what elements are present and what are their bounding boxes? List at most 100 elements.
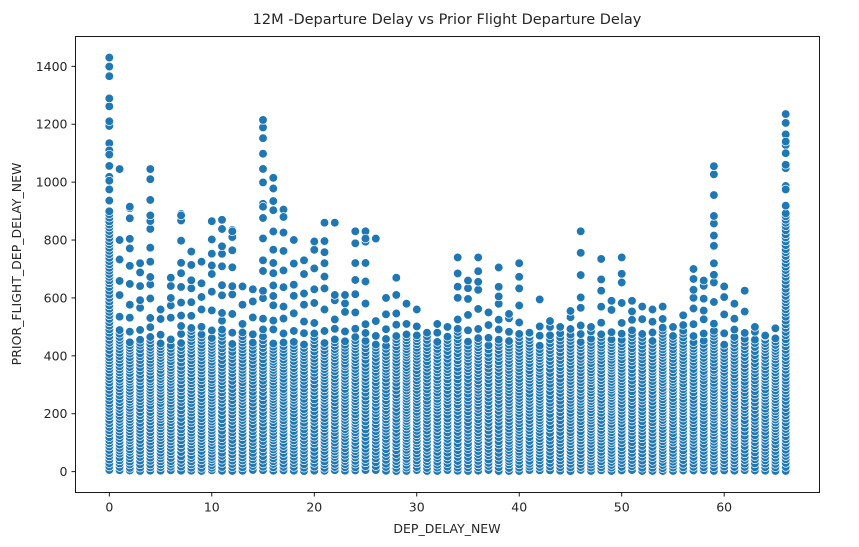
- data-point: [299, 339, 309, 350]
- data-point: [781, 109, 791, 119]
- data-point: [381, 334, 391, 344]
- data-point: [217, 280, 227, 290]
- data-point: [278, 337, 289, 348]
- data-point: [617, 298, 627, 308]
- x-tick-label: 30: [409, 500, 425, 515]
- data-point: [176, 268, 186, 278]
- data-point: [289, 326, 299, 336]
- data-point: [268, 280, 278, 291]
- data-point: [729, 314, 740, 324]
- data-point: [268, 300, 278, 310]
- data-point: [514, 283, 524, 294]
- data-point: [289, 291, 299, 301]
- data-point: [104, 61, 114, 72]
- data-point: [114, 235, 125, 245]
- data-point: [227, 226, 237, 236]
- data-point: [535, 294, 545, 305]
- data-point: [319, 271, 330, 282]
- data-point: [319, 283, 330, 294]
- data-point: [494, 335, 504, 345]
- data-point: [104, 116, 114, 126]
- data-point: [627, 296, 637, 306]
- data-point: [637, 329, 647, 339]
- data-point: [268, 258, 278, 268]
- data-point: [371, 233, 381, 244]
- data-point: [258, 149, 268, 159]
- data-point: [719, 328, 729, 338]
- data-point: [196, 329, 207, 340]
- data-point: [688, 274, 699, 284]
- data-point: [391, 308, 401, 319]
- data-point: [196, 322, 207, 332]
- data-point: [576, 226, 586, 236]
- data-point: [483, 307, 494, 318]
- data-point: [453, 293, 463, 303]
- data-point: [781, 201, 791, 211]
- data-point: [340, 336, 350, 346]
- data-point: [104, 101, 114, 111]
- data-point: [340, 307, 350, 317]
- x-axis-title: DEP_DELAY_NEW: [393, 521, 500, 536]
- data-point: [217, 290, 227, 300]
- data-point: [207, 325, 217, 336]
- data-point: [176, 258, 186, 268]
- data-point: [217, 261, 227, 271]
- data-point: [104, 176, 114, 186]
- data-point: [709, 161, 719, 171]
- data-point: [668, 331, 678, 341]
- data-point: [391, 331, 401, 341]
- data-point: [207, 260, 217, 271]
- data-point: [360, 298, 371, 309]
- data-point: [104, 71, 114, 81]
- data-point: [166, 334, 176, 345]
- data-point: [319, 304, 330, 315]
- data-point: [186, 323, 196, 333]
- data-point: [278, 246, 289, 256]
- data-point: [545, 330, 555, 340]
- data-point: [278, 313, 289, 324]
- points-layer: [104, 52, 791, 476]
- data-point: [709, 190, 719, 200]
- data-point: [135, 295, 145, 305]
- data-point: [207, 287, 217, 297]
- data-point: [340, 326, 350, 337]
- data-point: [555, 322, 565, 332]
- data-point: [340, 298, 350, 309]
- data-point: [258, 255, 268, 265]
- data-point: [627, 306, 637, 317]
- data-point: [114, 276, 125, 286]
- data-point: [258, 202, 268, 212]
- data-point: [381, 324, 391, 334]
- data-point: [350, 324, 360, 334]
- data-point: [658, 314, 668, 324]
- data-point: [186, 311, 196, 321]
- data-point: [319, 236, 330, 246]
- data-point: [617, 318, 627, 328]
- data-point: [432, 337, 442, 347]
- data-point: [217, 224, 227, 234]
- data-point: [196, 278, 207, 288]
- data-point: [596, 302, 606, 312]
- data-point: [104, 93, 114, 104]
- data-point: [217, 308, 227, 318]
- data-point: [196, 292, 207, 302]
- data-point: [627, 325, 637, 335]
- data-point: [258, 115, 268, 125]
- data-point: [319, 247, 330, 257]
- data-point: [330, 218, 340, 228]
- data-point: [473, 333, 483, 343]
- data-point: [586, 322, 596, 332]
- data-point: [504, 309, 514, 319]
- data-point: [627, 315, 637, 325]
- data-point: [596, 274, 606, 285]
- data-point: [709, 297, 719, 307]
- data-point: [104, 149, 114, 160]
- data-point: [350, 226, 360, 236]
- data-point: [299, 269, 309, 279]
- data-point: [227, 245, 237, 255]
- data-point: [248, 296, 258, 307]
- data-point: [617, 277, 627, 288]
- data-point: [688, 319, 699, 329]
- data-point: [268, 315, 278, 326]
